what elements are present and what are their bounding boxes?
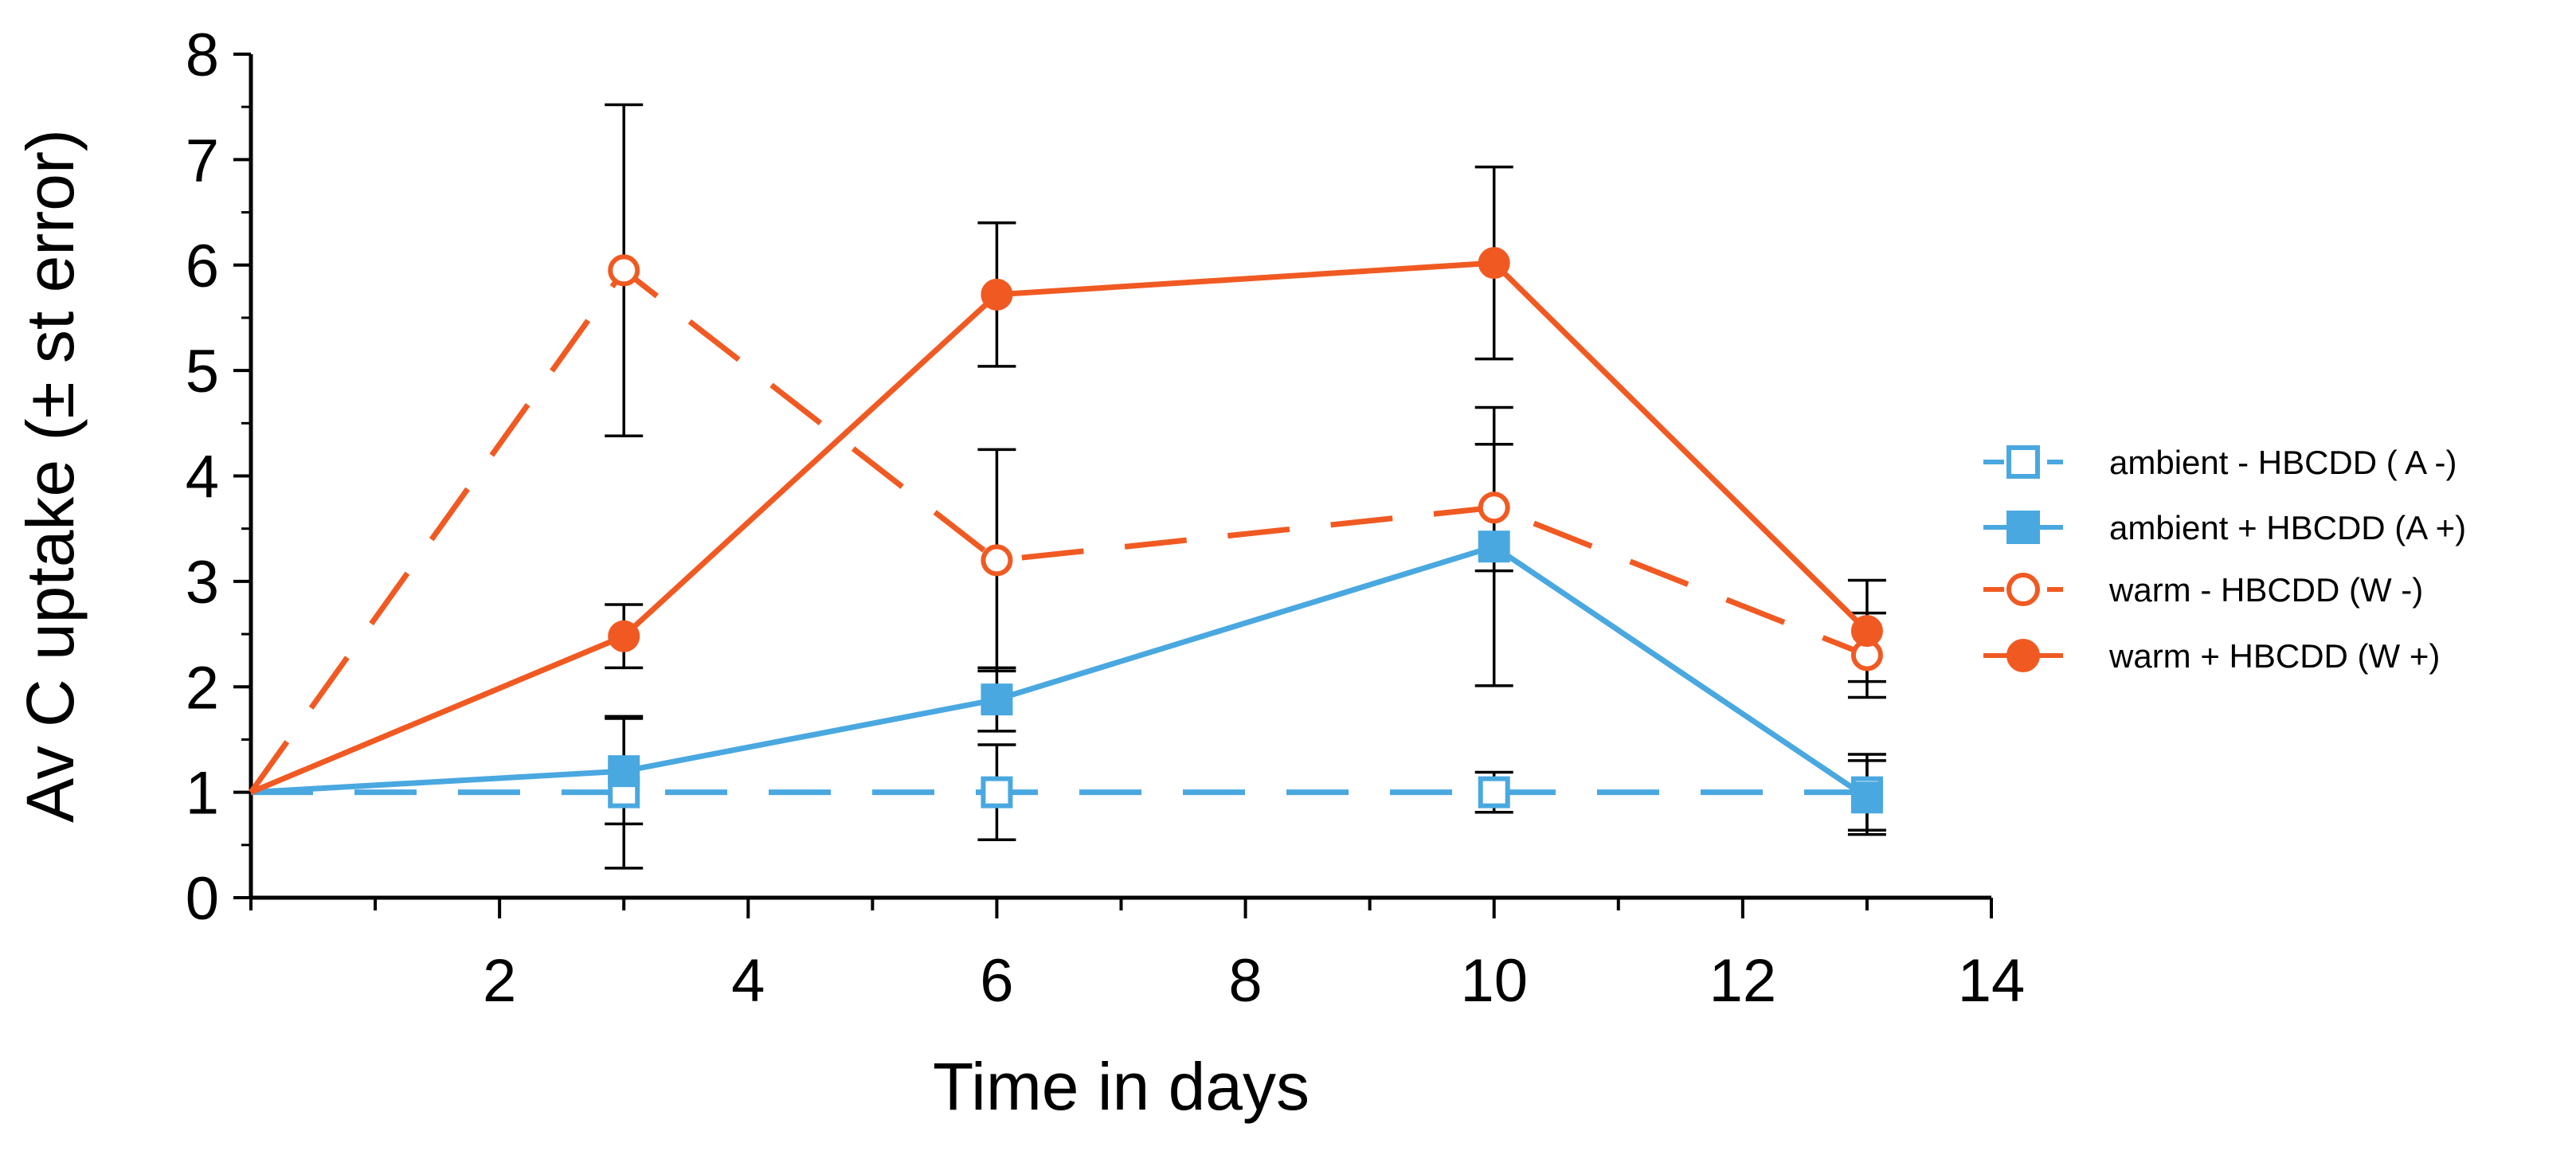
y-tick-label: 1 (186, 760, 219, 828)
series-line-2 (249, 267, 1869, 794)
data-point (981, 776, 1013, 808)
y-tick-label: 7 (186, 127, 219, 194)
legend-label: warm + HBCDD (W +) (2108, 637, 2440, 675)
data-point (1850, 781, 1883, 814)
x-axis-title: Time in days (933, 1049, 1310, 1124)
series-line-3 (249, 260, 1869, 795)
legend-marker (2006, 511, 2040, 544)
legend-marker (2006, 639, 2040, 672)
y-tick-label: 0 (186, 865, 219, 933)
x-tick-label: 8 (1228, 947, 1262, 1015)
data-point (1478, 491, 1510, 524)
legend-label: warm - HBCDD (W -) (2108, 571, 2423, 609)
y-tick-label: 2 (186, 654, 219, 722)
y-tick-label: 5 (186, 338, 219, 405)
y-tick-label: 4 (186, 444, 219, 511)
y-tick-label: 8 (186, 22, 219, 89)
data-point (608, 620, 640, 652)
x-tick-label: 12 (1709, 947, 1777, 1015)
data-point (608, 254, 640, 287)
x-tick-label: 10 (1460, 947, 1528, 1015)
data-point (981, 683, 1013, 716)
data-point (1850, 615, 1883, 648)
y-tick-label: 6 (186, 233, 219, 300)
legend: ambient - HBCDD ( A -) ambient + HBCDD (A… (1983, 444, 2466, 675)
x-tick-label: 2 (483, 947, 516, 1015)
data-point (608, 755, 640, 788)
series-line-1 (250, 543, 1869, 801)
legend-label: ambient + HBCDD (A +) (2109, 509, 2466, 546)
data-point (981, 544, 1013, 577)
x-tick-label: 4 (731, 947, 765, 1015)
data-point (1478, 530, 1510, 563)
error-bars (605, 103, 1886, 870)
legend-marker (2006, 445, 2040, 479)
data-point (1478, 776, 1510, 808)
y-tick-label: 3 (186, 549, 219, 617)
x-tick-label: 6 (980, 947, 1013, 1015)
data-point (981, 278, 1013, 311)
data-point (1478, 247, 1510, 280)
legend-label: ambient - HBCDD ( A -) (2109, 444, 2457, 481)
series-lines (249, 260, 1869, 801)
y-axis-title: Av C uptake (± st error) (13, 129, 88, 823)
legend-marker (2006, 573, 2040, 606)
x-tick-label: 14 (1958, 947, 2026, 1015)
series-markers (608, 247, 1883, 814)
